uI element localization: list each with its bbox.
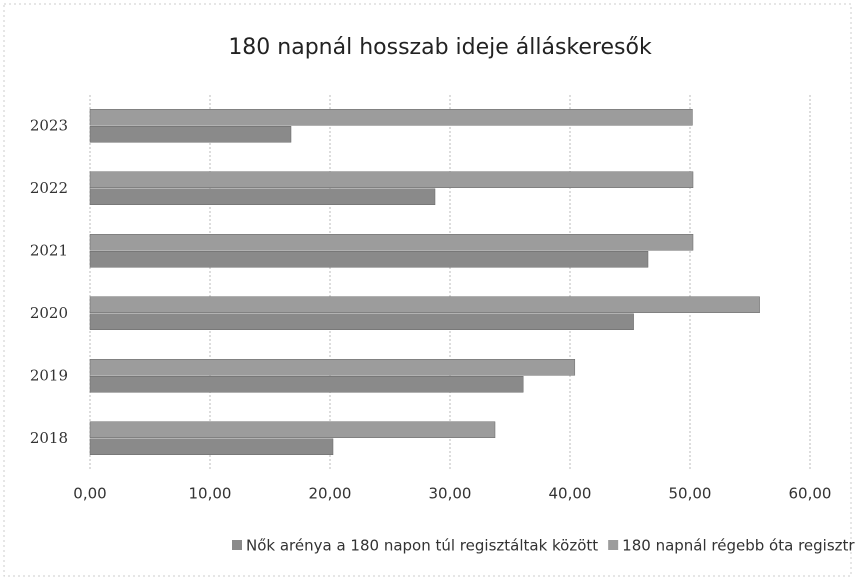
legend-label: 180 napnál régebb óta regisztrált — [622, 537, 855, 555]
bar — [89, 313, 634, 330]
bar — [89, 234, 694, 251]
y-tick-label: 2020 — [30, 304, 68, 322]
legend-swatch — [232, 540, 242, 550]
legend-label: Nők arénya a 180 napon túl regisztáltak … — [246, 537, 598, 555]
bar — [89, 421, 496, 438]
bar — [89, 188, 436, 205]
x-tick-label: 0,00 — [73, 485, 106, 503]
bar — [89, 126, 292, 143]
bar — [89, 251, 649, 268]
y-tick-label: 2023 — [30, 116, 68, 134]
x-tick-label: 50,00 — [669, 485, 712, 503]
y-tick-label: 2019 — [30, 366, 68, 384]
y-tick-label: 2022 — [30, 179, 68, 197]
x-tick-label: 20,00 — [309, 485, 352, 503]
bar — [89, 438, 334, 455]
x-tick-label: 60,00 — [789, 485, 832, 503]
y-tick-label: 2021 — [30, 241, 68, 259]
x-tick-label: 30,00 — [429, 485, 472, 503]
x-tick-label: 40,00 — [549, 485, 592, 503]
chart-frame — [3, 3, 852, 577]
bar — [89, 296, 760, 313]
x-tick-label: 10,00 — [189, 485, 232, 503]
bar — [89, 376, 524, 393]
y-tick-label: 2018 — [30, 429, 68, 447]
legend-swatch — [608, 540, 619, 550]
bar — [89, 359, 576, 376]
bar — [89, 171, 694, 188]
chart-title: 180 napnál hosszab ideje álláskeresők — [228, 35, 652, 60]
bar — [89, 109, 693, 126]
